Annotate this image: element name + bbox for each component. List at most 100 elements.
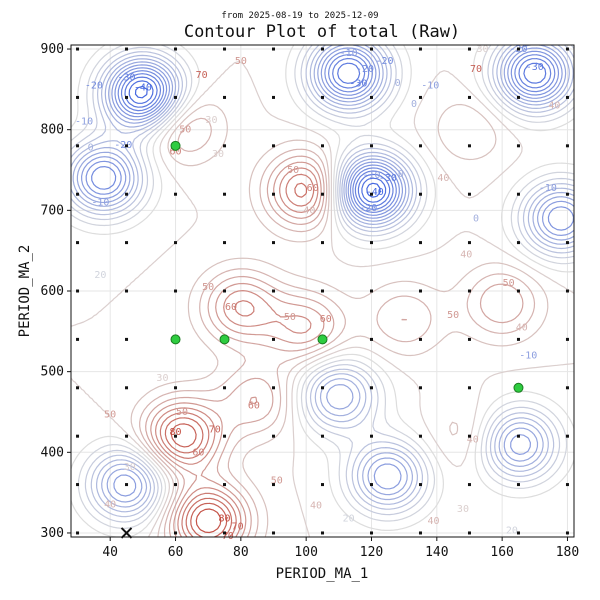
contour-label-13: 30	[212, 149, 224, 160]
x-tick-label-3: 100	[294, 545, 317, 560]
contour-level--30	[124, 62, 547, 207]
contour-label-8: 50	[179, 125, 191, 136]
contour-level-0	[72, 45, 574, 508]
sample-point-5-1	[321, 483, 324, 487]
contour-label-48: 50	[176, 407, 188, 418]
contour-label-4: 0	[88, 142, 94, 153]
x-tick-label-2: 80	[233, 545, 249, 560]
sample-point-6-0	[369, 531, 373, 535]
sample-point-2-0	[174, 531, 178, 535]
contour-level-75	[195, 508, 222, 534]
contour-lines	[71, 45, 574, 537]
sample-points	[76, 47, 569, 535]
sample-point-3-7	[223, 192, 227, 196]
sample-point-6-2	[369, 434, 373, 438]
sample-point-0-3	[76, 386, 80, 390]
contour-label-53: 30	[124, 462, 136, 473]
sample-point-3-2	[223, 434, 227, 438]
highlight-points	[170, 140, 524, 393]
sample-point-1-3	[125, 386, 129, 390]
sample-point-6-8	[369, 144, 373, 148]
sample-point-7-9	[418, 95, 422, 99]
contour-label-18: -20	[356, 64, 374, 75]
sample-point-4-4	[272, 337, 276, 341]
sample-point-8-6	[467, 241, 471, 245]
sample-point-7-2	[418, 434, 422, 438]
sample-point-4-8	[272, 144, 276, 148]
x-tick-label-0: 40	[102, 545, 118, 560]
sample-point-2-3	[174, 386, 178, 390]
x-tick-label-4: 120	[360, 545, 383, 560]
sample-point-7-1	[418, 483, 422, 487]
contour-level-55	[155, 167, 319, 537]
sample-point-5-0	[321, 531, 324, 535]
highlight-point-3	[317, 334, 328, 345]
sample-point-5-10	[321, 47, 324, 51]
x-axis: 40 60 80 100 120 140 160 180	[102, 537, 579, 560]
contour-labels: -40-30-20-100 -20-1020506030705030506040-…	[75, 44, 560, 542]
sample-point-10-8	[565, 144, 569, 148]
sample-point-8-1	[467, 483, 471, 487]
sample-point-1-9	[125, 95, 129, 99]
contour-label-27: -30	[526, 62, 544, 73]
contour-level-25	[71, 45, 574, 537]
plot-area: -40-30-20-100 -20-1020506030705030506040-…	[71, 44, 574, 542]
contour-label-6: -10	[91, 197, 109, 208]
sample-point-7-3	[418, 386, 422, 390]
sample-point-1-8	[125, 144, 129, 148]
sample-point-4-1	[272, 483, 276, 487]
y-tick-label-4: 700	[41, 203, 64, 218]
sample-point-8-8	[467, 144, 471, 148]
sample-point-0-2	[76, 434, 80, 438]
sample-point-8-3	[467, 386, 471, 390]
contour-label-59: 40	[310, 501, 322, 512]
sample-point-9-6	[516, 241, 520, 245]
contour-label-10: 30	[205, 115, 217, 126]
highlight-point-2	[219, 334, 230, 345]
sample-point-1-6	[125, 241, 129, 245]
contour-label-34: 40	[437, 173, 449, 184]
contour-label-5: -20	[114, 140, 132, 151]
contour-label-56: 70	[232, 522, 244, 533]
sample-point-3-1	[223, 483, 227, 487]
contour-label-42: 60	[320, 314, 332, 325]
contour-level-45	[145, 155, 524, 537]
contour-label-38: -10	[539, 183, 557, 194]
sample-point-5-7	[321, 192, 324, 196]
contour-level-5	[71, 45, 574, 513]
sample-point-7-7	[418, 192, 422, 196]
sample-point-10-5	[565, 289, 569, 293]
sample-point-5-8	[321, 144, 324, 148]
contour-label-24: 70	[470, 64, 482, 75]
contour-level-35	[130, 103, 549, 537]
sample-point-6-6	[369, 241, 373, 245]
contour-label-23: 0	[411, 99, 417, 110]
contour-label-40: 60	[225, 302, 237, 313]
sample-point-8-9	[467, 95, 471, 99]
sample-point-8-5	[467, 289, 471, 293]
sample-point-7-10	[418, 47, 422, 51]
contour-label-3: -10	[75, 117, 93, 128]
sample-point-4-2	[272, 434, 276, 438]
x-tick-label-5: 140	[425, 545, 448, 560]
sample-point-7-6	[418, 241, 422, 245]
contour-label-54: 40	[104, 500, 116, 511]
y-tick-label-5: 800	[41, 123, 64, 138]
contour-level-15	[71, 45, 574, 523]
sample-point-2-7	[174, 192, 178, 196]
sample-point-7-4	[418, 337, 422, 341]
contour-label-25: 30	[477, 44, 489, 55]
sample-point-6-10	[369, 47, 373, 51]
y-tick-label-6: 900	[41, 42, 64, 57]
sample-point-1-10	[125, 47, 129, 51]
sample-point-5-2	[321, 434, 324, 438]
sample-point-10-10	[565, 47, 569, 51]
contour-label-36: 40	[460, 250, 472, 261]
sample-point-6-3	[369, 386, 373, 390]
y-tick-label-1: 400	[41, 445, 64, 460]
sample-point-9-7	[516, 192, 520, 196]
contour-label-17: -10	[340, 48, 358, 59]
contour-label-60: 20	[343, 513, 355, 524]
sample-point-8-10	[467, 47, 471, 51]
contour-level-20	[71, 45, 574, 529]
